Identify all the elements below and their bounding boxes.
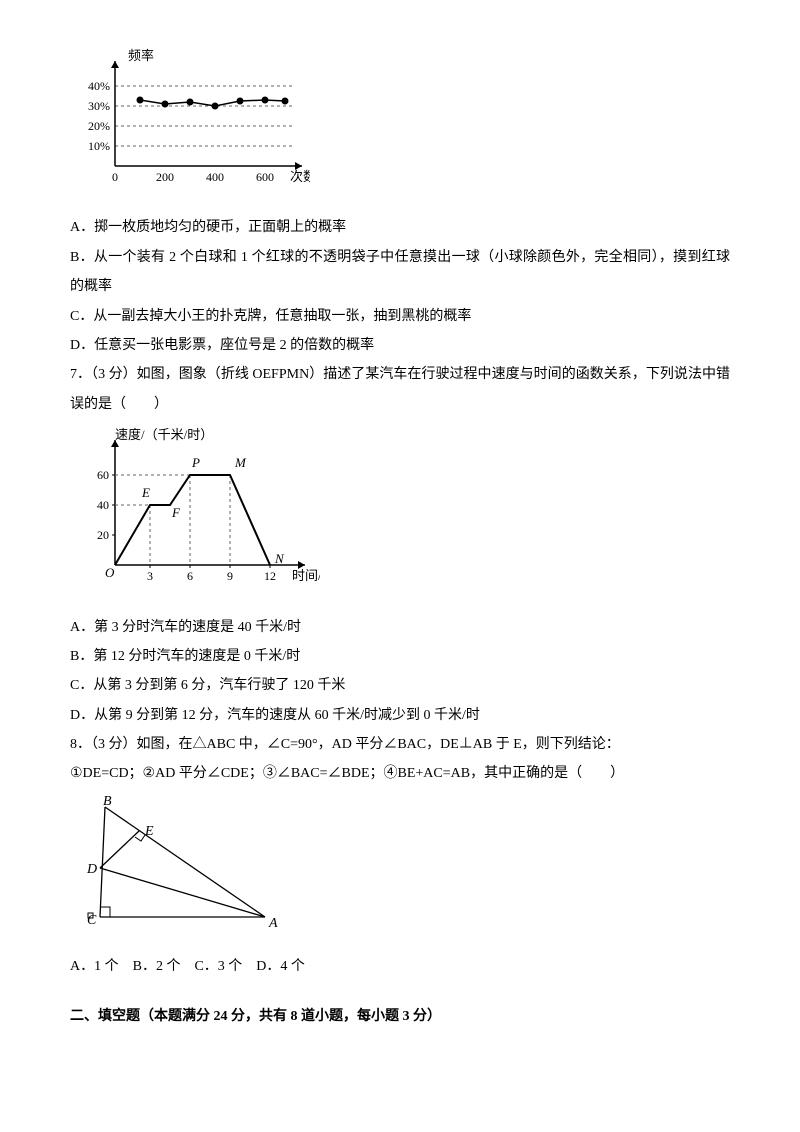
svg-text:M: M	[234, 455, 247, 470]
svg-text:9: 9	[227, 569, 233, 583]
svg-text:O: O	[105, 565, 115, 580]
svg-text:F: F	[171, 505, 181, 520]
svg-text:N: N	[274, 551, 285, 566]
q6-option-c: C．从一副去掉大小王的扑克牌，任意抽取一张，抽到黑桃的概率	[70, 302, 730, 331]
svg-text:40%: 40%	[88, 79, 110, 93]
svg-text:12: 12	[264, 569, 276, 583]
q6-option-a: A．掷一枚质地均匀的硬币，正面朝上的概率	[70, 213, 730, 242]
svg-text:600: 600	[256, 170, 274, 184]
svg-text:200: 200	[156, 170, 174, 184]
svg-text:3: 3	[147, 569, 153, 583]
svg-text:B: B	[103, 795, 112, 809]
svg-text:次数: 次数	[290, 169, 310, 184]
q6-option-b: B．从一个装有 2 个白球和 1 个红球的不透明袋子中任意摸出一球（小球除颜色外…	[70, 243, 730, 302]
triangle-diagram-svg: BEDCA	[80, 795, 280, 935]
q7-option-a: A．第 3 分时汽车的速度是 40 千米/时	[70, 613, 730, 642]
svg-text:6: 6	[187, 569, 193, 583]
svg-text:P: P	[191, 455, 200, 470]
q7-option-b: B．第 12 分时汽车的速度是 0 千米/时	[70, 642, 730, 671]
svg-text:20: 20	[97, 528, 109, 542]
speed-time-chart: 20 40 60 速度/（千米/时） 3 6 9 12 时间/分 O E F P M N	[80, 425, 730, 606]
q7-stem: 7．（3 分）如图，图象（折线 OEFPMN）描述了某汽车在行驶过程中速度与时间…	[70, 360, 730, 419]
frequency-chart: 10% 20% 30% 40% 频率 0 200 400 600 次数	[80, 46, 730, 207]
triangle-diagram: BEDCA	[80, 795, 730, 946]
svg-text:频率: 频率	[128, 48, 154, 63]
svg-text:30%: 30%	[88, 99, 110, 113]
svg-text:D: D	[86, 862, 97, 877]
svg-text:E: E	[144, 824, 154, 839]
q8-stem-line1: 8．（3 分）如图，在△ABC 中，∠C=90°，AD 平分∠BAC，DE⊥AB…	[70, 730, 730, 759]
svg-text:40: 40	[97, 498, 109, 512]
svg-text:400: 400	[206, 170, 224, 184]
q8-options: A．1 个 B．2 个 C．3 个 D．4 个	[70, 952, 730, 981]
q6-option-d: D．任意买一张电影票，座位号是 2 的倍数的概率	[70, 331, 730, 360]
svg-text:0: 0	[112, 170, 118, 184]
svg-text:E: E	[141, 485, 150, 500]
q7-option-c: C．从第 3 分到第 6 分，汽车行驶了 120 千米	[70, 671, 730, 700]
q7-option-d: D．从第 9 分到第 12 分，汽车的速度从 60 千米/时减少到 0 千米/时	[70, 701, 730, 730]
svg-text:时间/分: 时间/分	[292, 568, 320, 583]
svg-text:10%: 10%	[88, 139, 110, 153]
speed-time-chart-svg: 20 40 60 速度/（千米/时） 3 6 9 12 时间/分 O E F P M N	[80, 425, 320, 595]
frequency-chart-svg: 10% 20% 30% 40% 频率 0 200 400 600 次数	[80, 46, 310, 196]
q8-stem-line2: ①DE=CD；②AD 平分∠CDE；③∠BAC=∠BDE；④BE+AC=AB，其…	[70, 759, 730, 788]
svg-text:60: 60	[97, 468, 109, 482]
svg-text:A: A	[268, 916, 278, 931]
section-2-title: 二、填空题（本题满分 24 分，共有 8 道小题，每小题 3 分）	[70, 1002, 730, 1031]
svg-text:速度/（千米/时）: 速度/（千米/时）	[115, 427, 213, 442]
svg-text:20%: 20%	[88, 119, 110, 133]
